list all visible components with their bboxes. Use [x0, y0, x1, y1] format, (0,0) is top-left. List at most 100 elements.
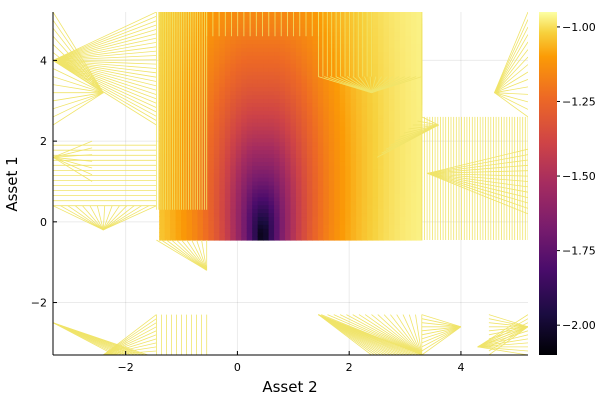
heatmap-cell — [268, 157, 275, 162]
heatmap-cell — [301, 236, 308, 241]
heatmap-cell — [339, 78, 346, 84]
heatmap-cell — [339, 161, 346, 166]
heatmap-cell — [274, 153, 281, 159]
contour-line — [371, 76, 377, 93]
contour-line — [346, 76, 372, 94]
heatmap-cell — [312, 149, 319, 155]
heatmap-cell — [394, 192, 401, 198]
heatmap-cell — [356, 55, 363, 60]
heatmap-cell — [186, 118, 193, 123]
heatmap-cell — [263, 141, 270, 147]
heatmap-cell — [230, 15, 237, 21]
heatmap-cell — [197, 208, 204, 214]
heatmap-cell — [301, 157, 308, 162]
heatmap-cell — [263, 208, 270, 214]
heatmap-cell — [224, 173, 231, 178]
heatmap-cell — [257, 122, 264, 127]
heatmap-cell — [290, 70, 297, 76]
heatmap-cell — [345, 141, 352, 147]
contour-line — [494, 19, 528, 93]
heatmap-cell — [383, 23, 390, 29]
heatmap-cell — [312, 232, 319, 237]
heatmap-cell — [339, 157, 346, 162]
heatmap-cell — [274, 55, 281, 60]
heatmap-cell — [224, 98, 231, 104]
heatmap-cell — [323, 153, 330, 159]
heatmap-cell — [399, 67, 407, 72]
heatmap-cell — [274, 145, 281, 151]
heatmap-cell — [257, 204, 264, 210]
heatmap-cell — [268, 153, 275, 159]
heatmap-cell — [394, 220, 401, 225]
heatmap-cell — [306, 149, 313, 155]
x-tick-label: 2 — [346, 361, 353, 374]
heatmap-cell — [405, 173, 412, 178]
heatmap-cell — [394, 212, 401, 218]
heatmap-cell — [372, 59, 379, 64]
heatmap-cell — [235, 161, 242, 166]
heatmap-cell — [317, 212, 324, 218]
heatmap-cell — [197, 67, 204, 72]
heatmap-cell — [317, 208, 324, 214]
heatmap-cell — [295, 216, 303, 221]
heatmap-cell — [235, 86, 242, 92]
heatmap-cell — [213, 118, 220, 123]
heatmap-cell — [274, 94, 281, 100]
heatmap-cell — [388, 208, 396, 214]
heatmap-cell — [323, 78, 330, 84]
heatmap-cell — [197, 94, 204, 100]
heatmap-cell — [213, 78, 220, 84]
heatmap-cell — [224, 236, 231, 241]
heatmap-cell — [197, 43, 204, 48]
heatmap-cell — [388, 173, 396, 178]
heatmap-cell — [290, 133, 297, 139]
heatmap-cell — [213, 184, 220, 190]
heatmap-cell — [345, 196, 352, 202]
heatmap-cell — [197, 177, 204, 182]
contour-line — [371, 76, 382, 93]
heatmap-cell — [323, 157, 330, 162]
heatmap-cell — [312, 74, 319, 80]
heatmap-cell — [323, 200, 330, 206]
heatmap-cell — [301, 232, 308, 237]
heatmap-cell — [410, 188, 417, 194]
heatmap-cell — [219, 27, 226, 33]
contour-line — [53, 59, 157, 61]
heatmap-cell — [197, 224, 204, 229]
heatmap-cell — [345, 157, 352, 162]
heatmap-cell — [350, 153, 357, 159]
heatmap-cell — [323, 51, 330, 56]
colorbar-tick-label: −1.50 — [562, 170, 596, 183]
heatmap-cell — [290, 82, 297, 88]
heatmap-cell — [345, 51, 352, 56]
heatmap-cell — [399, 15, 407, 21]
heatmap-cell — [323, 212, 330, 218]
heatmap-cell — [410, 43, 417, 48]
heatmap-cell — [186, 63, 193, 68]
heatmap-cell — [416, 55, 423, 60]
heatmap-cell — [394, 232, 401, 237]
heatmap-cell — [356, 118, 363, 123]
heatmap-cell — [410, 35, 417, 41]
heatmap-cell — [350, 184, 357, 190]
colorbar-tick-label: −1.75 — [562, 245, 596, 258]
heatmap-cell — [399, 82, 407, 88]
heatmap-cell — [213, 129, 220, 135]
heatmap-cell — [372, 90, 379, 96]
x-tick-label: 0 — [234, 361, 241, 374]
heatmap-cell — [295, 12, 303, 17]
heatmap-cell — [372, 27, 379, 33]
heatmap-cell — [301, 165, 308, 170]
heatmap-cell — [274, 181, 281, 186]
heatmap-cell — [159, 70, 166, 76]
heatmap-cell — [268, 43, 275, 48]
heatmap-cell — [356, 169, 363, 174]
heatmap-cell — [301, 106, 308, 111]
heatmap-cell — [399, 212, 407, 218]
heatmap-cell — [383, 63, 390, 68]
heatmap-cell — [213, 208, 220, 214]
heatmap-cell — [213, 224, 220, 229]
heatmap-cell — [372, 208, 379, 214]
colorbar-bar — [539, 12, 557, 355]
heatmap-cell — [159, 212, 166, 218]
